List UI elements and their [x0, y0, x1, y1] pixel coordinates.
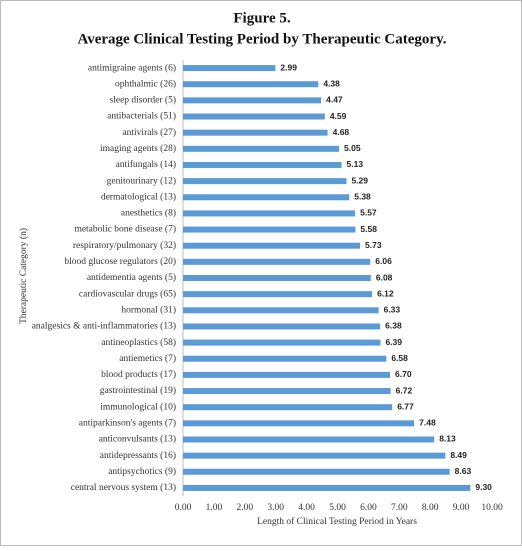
bar — [183, 388, 391, 395]
y-tick-label: anesthetics (8) — [121, 208, 176, 219]
bar — [183, 436, 435, 443]
y-tick-label: antiparkinson's agents (7) — [79, 418, 176, 429]
x-tick-label: 7.00 — [391, 503, 408, 513]
value-label: 8.63 — [455, 466, 472, 476]
y-tick-label: antiemetics (7) — [119, 353, 176, 364]
x-axis-title: Length of Clinical Testing Period in Yea… — [257, 516, 417, 527]
y-tick-label: sleep disorder (5) — [110, 95, 176, 106]
y-tick-label: immunological (10) — [100, 401, 176, 412]
x-tick-label: 8.00 — [422, 503, 439, 513]
value-label: 5.29 — [351, 175, 368, 185]
bar — [183, 258, 371, 265]
y-tick-label: ophthalmic (26) — [115, 78, 176, 89]
y-tick-label: antipsychotics (9) — [108, 466, 176, 477]
y-tick-label: blood products (17) — [101, 369, 176, 380]
bar — [183, 129, 328, 136]
chart-title: Figure 5. — [233, 10, 290, 26]
y-tick-label: antidementia agents (5) — [87, 272, 176, 283]
value-label: 9.30 — [475, 482, 492, 492]
y-tick-label: metabolic bone disease (7) — [74, 224, 176, 235]
bar — [183, 113, 325, 120]
bar — [183, 178, 347, 185]
y-tick-label: gastrointestinal (19) — [100, 385, 176, 396]
value-label: 2.99 — [280, 62, 297, 72]
bar — [183, 371, 391, 378]
y-tick-label: genitourinary (12) — [107, 175, 176, 186]
bar — [183, 468, 450, 475]
y-tick-label: antimigraine agents (6) — [88, 62, 176, 73]
value-label: 6.72 — [396, 385, 413, 395]
value-label: 4.59 — [330, 111, 347, 121]
y-tick-label: antineoplastics (58) — [101, 337, 176, 348]
x-tick-label: 3.00 — [267, 503, 284, 513]
value-label: 4.38 — [323, 78, 340, 88]
bar — [183, 65, 276, 72]
bar — [183, 307, 379, 314]
x-tick-label: 5.00 — [329, 503, 346, 513]
x-tick-label: 4.00 — [298, 503, 315, 513]
bar — [183, 161, 342, 168]
y-tick-label: analgesics & anti-inflammatories (13) — [32, 321, 176, 332]
value-label: 5.38 — [354, 192, 371, 202]
x-tick-label: 6.00 — [360, 503, 377, 513]
bar — [183, 339, 381, 346]
bar — [183, 355, 387, 362]
y-tick-label: dermatological (13) — [101, 191, 176, 202]
y-tick-label: antidepressants (16) — [100, 450, 176, 461]
value-label: 5.13 — [347, 159, 364, 169]
x-tick-label: 1.00 — [206, 503, 223, 513]
bar — [183, 242, 361, 249]
value-label: 8.13 — [439, 434, 456, 444]
value-label: 6.38 — [385, 321, 402, 331]
value-label: 6.70 — [395, 369, 412, 379]
value-label: 6.33 — [384, 305, 401, 315]
value-label: 5.57 — [360, 208, 377, 218]
bar — [183, 275, 371, 281]
y-axis-title: Therapeutic Category (n) — [18, 228, 29, 324]
y-tick-label: antibacterials (51) — [107, 111, 176, 122]
value-label: 6.58 — [391, 353, 408, 363]
value-label: 6.39 — [385, 337, 402, 347]
value-label: 5.73 — [365, 240, 382, 250]
bar — [183, 420, 415, 427]
y-tick-label: hormonal (31) — [121, 304, 176, 315]
bar — [183, 81, 319, 88]
bar — [183, 210, 356, 217]
value-label: 6.77 — [397, 401, 414, 411]
value-label: 5.05 — [344, 143, 361, 153]
y-tick-label: cardiovascular drugs (65) — [79, 288, 176, 299]
value-label: 6.12 — [377, 288, 394, 298]
y-tick-label: blood glucose regulators (20) — [64, 256, 176, 267]
value-label: 5.58 — [360, 224, 377, 234]
value-label: 8.49 — [450, 450, 467, 460]
value-label: 4.47 — [326, 95, 343, 105]
bar — [183, 452, 446, 459]
bar — [183, 145, 340, 152]
y-tick-label: antivirals (27) — [122, 127, 176, 138]
bar — [183, 404, 393, 411]
value-label: 6.08 — [376, 272, 393, 282]
bar — [183, 484, 471, 491]
y-tick-label: respiratory/pulmonary (32) — [73, 240, 176, 251]
bar — [183, 226, 356, 233]
bar — [183, 323, 381, 330]
bar — [183, 97, 322, 104]
y-tick-label: antifungals (14) — [116, 159, 176, 170]
chart-subtitle: Average Clinical Testing Period by Thera… — [77, 31, 446, 47]
value-label: 6.06 — [375, 256, 392, 266]
y-tick-label: central nervous system (13) — [71, 482, 176, 493]
bar — [183, 291, 373, 298]
x-tick-label: 0.00 — [175, 503, 192, 513]
y-tick-label: anticonvulsants (13) — [99, 434, 176, 445]
x-tick-label: 2.00 — [236, 503, 253, 513]
bar — [183, 194, 350, 201]
y-tick-label: imaging agents (28) — [100, 143, 176, 154]
x-tick-label: 9.00 — [453, 503, 470, 513]
value-label: 4.68 — [333, 127, 350, 137]
value-label: 7.48 — [419, 418, 436, 428]
x-tick-label: 10.00 — [481, 503, 503, 513]
